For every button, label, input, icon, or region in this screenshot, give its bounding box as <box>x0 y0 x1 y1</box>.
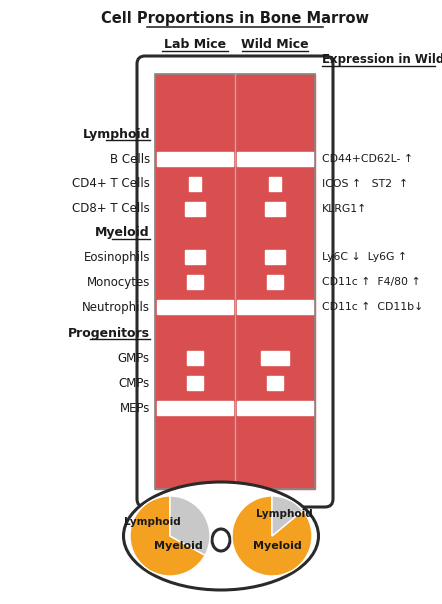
Text: Progenitors: Progenitors <box>68 327 150 340</box>
Bar <box>187 352 203 365</box>
Bar <box>185 202 205 216</box>
Text: MEPs: MEPs <box>120 402 150 414</box>
Wedge shape <box>170 496 210 555</box>
Text: Myeloid: Myeloid <box>253 541 301 551</box>
Ellipse shape <box>212 529 230 551</box>
Text: Myeloid: Myeloid <box>154 541 202 551</box>
Text: Eosinophils: Eosinophils <box>84 251 150 264</box>
Bar <box>157 401 232 415</box>
Text: CD44+CD62L- ↑: CD44+CD62L- ↑ <box>322 154 413 164</box>
Text: Cell Proportions in Bone Marrow: Cell Proportions in Bone Marrow <box>101 11 369 27</box>
Text: Ly6C ↓  Ly6G ↑: Ly6C ↓ Ly6G ↑ <box>322 252 407 263</box>
Bar <box>189 177 202 191</box>
Text: CMPs: CMPs <box>119 377 150 390</box>
Bar <box>187 376 203 390</box>
Bar <box>157 152 232 166</box>
Bar <box>155 74 315 489</box>
Text: Wild Mice: Wild Mice <box>241 37 309 51</box>
Text: Expression in Wild: Expression in Wild <box>322 53 442 65</box>
Text: KLRG1↑: KLRG1↑ <box>322 204 367 214</box>
Text: CD4+ T Cells: CD4+ T Cells <box>72 178 150 190</box>
Bar <box>185 251 205 265</box>
Bar <box>269 177 282 191</box>
Text: Lymphoid: Lymphoid <box>124 517 180 527</box>
Bar <box>156 300 233 314</box>
Bar <box>236 300 313 314</box>
Bar <box>265 251 285 265</box>
Bar <box>261 352 290 365</box>
Bar <box>237 401 312 415</box>
Bar <box>237 152 312 166</box>
Bar <box>267 376 283 390</box>
Text: Lymphoid: Lymphoid <box>255 509 312 519</box>
Bar <box>265 202 285 216</box>
Text: Neutrophils: Neutrophils <box>82 301 150 313</box>
Wedge shape <box>232 496 312 576</box>
Bar <box>155 74 315 489</box>
Text: Myeloid: Myeloid <box>95 226 150 239</box>
Text: Lymphoid: Lymphoid <box>83 127 150 141</box>
Bar <box>267 275 283 289</box>
Text: CD11c ↑  F4/80 ↑: CD11c ↑ F4/80 ↑ <box>322 277 421 288</box>
Text: Monocytes: Monocytes <box>87 276 150 289</box>
Text: CD8+ T Cells: CD8+ T Cells <box>72 202 150 216</box>
Text: ICOS ↑   ST2  ↑: ICOS ↑ ST2 ↑ <box>322 179 408 189</box>
Text: B Cells: B Cells <box>110 153 150 165</box>
Wedge shape <box>272 496 303 536</box>
Bar <box>187 275 203 289</box>
Ellipse shape <box>123 482 319 590</box>
Wedge shape <box>130 496 205 576</box>
Text: GMPs: GMPs <box>118 352 150 365</box>
Text: CD11c ↑  CD11b↓: CD11c ↑ CD11b↓ <box>322 302 423 312</box>
Text: Lab Mice: Lab Mice <box>164 37 226 51</box>
